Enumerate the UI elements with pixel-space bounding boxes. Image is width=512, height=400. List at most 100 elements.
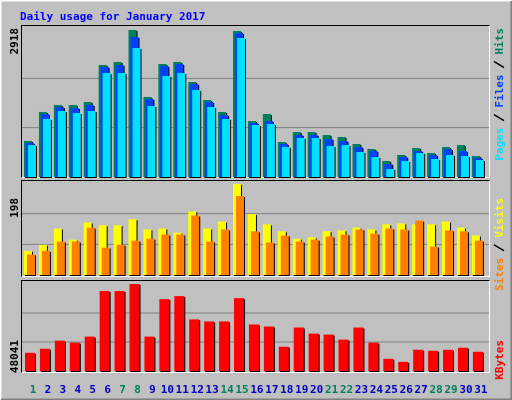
bar: [129, 284, 140, 371]
bar: [368, 342, 379, 371]
bar: [295, 241, 304, 275]
bar: [204, 321, 215, 371]
bar: [146, 238, 155, 275]
legend-label: KBytes: [493, 340, 506, 380]
bar: [27, 254, 35, 275]
legend-label: Files: [493, 75, 506, 108]
bar: [310, 239, 319, 275]
panel-bevel-dark: [21, 25, 490, 178]
bar: [177, 72, 186, 177]
x-tick-label: 3: [60, 383, 67, 396]
bar: [54, 340, 65, 371]
x-tick-label: 7: [119, 383, 126, 396]
legend-label: Hits: [493, 28, 506, 55]
bar: [86, 227, 95, 275]
bar: [248, 324, 259, 371]
bar: [191, 215, 200, 275]
bar: [147, 105, 156, 177]
x-tick-label: 30: [459, 383, 472, 396]
bar: [132, 47, 141, 177]
bar: [28, 145, 36, 177]
x-tick-label: 14: [220, 383, 234, 396]
bar: [69, 342, 80, 371]
bar: [356, 151, 365, 177]
chart-title: Daily usage for January 2017: [20, 10, 205, 23]
bar: [99, 291, 110, 371]
x-tick-label: 17: [265, 383, 278, 396]
panel-bevel-dark: [21, 280, 490, 373]
bar: [221, 229, 230, 275]
bar: [266, 123, 275, 177]
bar: [280, 235, 289, 275]
bar: [42, 118, 51, 177]
bar: [41, 250, 50, 275]
bar: [326, 146, 335, 177]
bar: [159, 299, 170, 371]
bar: [101, 247, 110, 275]
bar: [72, 112, 81, 177]
bar: [428, 350, 439, 371]
bar: [102, 72, 111, 177]
panel-bevel-light: [22, 181, 490, 277]
bar: [472, 351, 483, 371]
bar: [250, 231, 259, 275]
bar: [263, 326, 274, 371]
bar: [251, 125, 260, 177]
bar: [234, 298, 245, 371]
bar: [87, 111, 96, 177]
panel-bevel-light: [22, 281, 490, 373]
bar: [353, 327, 364, 371]
bar: [475, 160, 484, 177]
bar: [39, 348, 50, 371]
legend-label: Sites: [493, 258, 506, 291]
x-tick-label: 9: [149, 383, 156, 396]
bar: [25, 352, 35, 371]
x-tick-label: 18: [280, 383, 293, 396]
bar: [117, 72, 126, 177]
legend-separator: [493, 244, 505, 252]
x-tick-label: 27: [415, 383, 428, 396]
bar: [174, 296, 185, 371]
bar: [474, 240, 483, 275]
x-tick-label: 19: [295, 383, 308, 396]
bar: [176, 234, 185, 275]
x-tick-label: 8: [134, 383, 141, 396]
bar: [416, 153, 425, 177]
bar: [161, 234, 170, 275]
legend: Pages Files Hits: [493, 28, 506, 161]
bar: [219, 321, 230, 371]
bar: [460, 156, 469, 177]
x-tick-label: 5: [89, 383, 96, 396]
x-tick-label: 16: [250, 383, 264, 396]
x-tick-label: 29: [444, 383, 457, 396]
y-tick-label: 198: [8, 198, 21, 218]
bar: [84, 336, 95, 371]
bar: [430, 246, 439, 275]
bar: [192, 89, 201, 177]
bar: [323, 334, 334, 371]
bar: [308, 333, 319, 371]
bar: [459, 231, 468, 275]
bar: [340, 234, 349, 275]
x-tick-label: 28: [429, 383, 442, 396]
y-tick-label: 48041: [8, 340, 21, 373]
bar: [57, 111, 66, 177]
y-tick-label: 2918: [8, 28, 21, 55]
bar: [237, 37, 246, 177]
bar: [355, 229, 364, 275]
bar: [383, 358, 394, 371]
bar: [206, 241, 215, 275]
bar: [398, 361, 409, 371]
bar: [385, 228, 394, 275]
bar: [293, 327, 304, 371]
bar: [341, 144, 350, 177]
legend-separator: [493, 60, 505, 69]
bar: [370, 233, 379, 275]
bar: [445, 230, 454, 275]
x-tick-label: 24: [370, 383, 384, 396]
x-tick-label: 1: [30, 383, 37, 396]
bar: [144, 336, 155, 371]
legend: KBytes: [493, 340, 506, 380]
legend-label: Pages: [493, 128, 506, 161]
